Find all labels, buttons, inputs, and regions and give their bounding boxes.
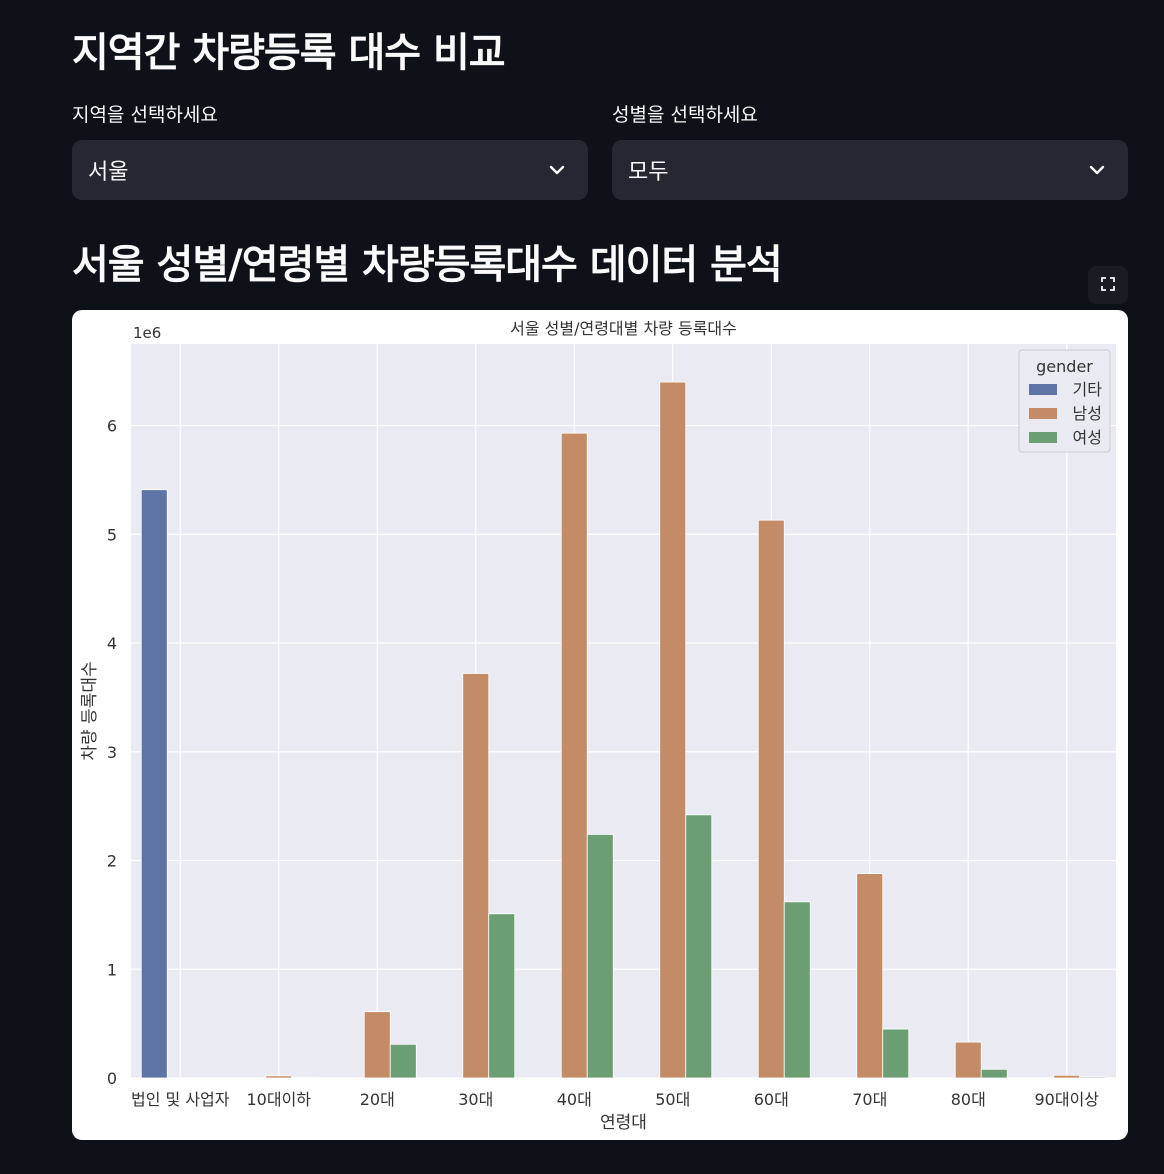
legend-title: gender xyxy=(1036,357,1093,376)
bar-여성 xyxy=(586,834,614,1079)
bar-여성 xyxy=(783,901,811,1079)
y-tick-label: 5 xyxy=(107,525,117,544)
legend-swatch xyxy=(1029,384,1057,395)
bar-여성 xyxy=(685,814,713,1079)
bar-여성 xyxy=(882,1028,910,1079)
bar-남성 xyxy=(954,1041,982,1079)
x-tick-label: 10대이하 xyxy=(246,1090,311,1109)
x-tick-label: 90대이상 xyxy=(1034,1090,1099,1109)
chart-card: 0 1 2 3 4 5 6 법인 및 사업자 10대이하 20대 30대 40대 50대 60대 70대 80… xyxy=(72,310,1128,1140)
region-select-value: 서울 xyxy=(88,160,129,185)
bar-여성 xyxy=(980,1068,1008,1079)
x-tick-label: 50대 xyxy=(655,1090,690,1109)
gender-select-value: 모두 xyxy=(628,160,669,185)
fullscreen-icon xyxy=(1101,276,1115,295)
bar-여성 xyxy=(389,1043,417,1079)
y-tick-label: 1 xyxy=(107,960,117,979)
y-tick-label: 0 xyxy=(107,1069,117,1088)
bar-여성 xyxy=(1079,1076,1107,1079)
bar-남성 xyxy=(659,381,687,1079)
y-tick-label: 4 xyxy=(107,634,117,653)
bar-여성 xyxy=(291,1076,319,1079)
region-select[interactable]: 서울 xyxy=(72,140,588,200)
gender-select-group: 성별을 선택하세요 모두 xyxy=(612,100,1128,200)
plot-area xyxy=(131,344,1116,1078)
legend-label: 여성 xyxy=(1073,428,1102,447)
bar-남성 xyxy=(1053,1074,1081,1079)
chevron-down-icon xyxy=(1088,161,1106,179)
chevron-down-icon xyxy=(548,161,566,179)
section-title: 서울 성별/연령별 차량등록대수 데이터 분석 xyxy=(72,242,783,288)
bar-남성 xyxy=(363,1011,391,1079)
x-tick-label: 70대 xyxy=(852,1090,887,1109)
gender-select-label: 성별을 선택하세요 xyxy=(612,104,758,126)
x-tick-label: 40대 xyxy=(557,1090,592,1109)
bar-남성 xyxy=(757,519,785,1079)
x-tick-label: 20대 xyxy=(360,1090,395,1109)
x-axis-label: 연령대 xyxy=(600,1113,647,1133)
y-axis-label: 차량 등록대수 xyxy=(80,661,100,760)
page-title: 지역간 차량등록 대수 비교 xyxy=(72,30,506,76)
bar-남성 xyxy=(462,673,490,1079)
x-tick-label: 법인 및 사업자 xyxy=(131,1090,230,1109)
x-tick-label: 60대 xyxy=(754,1090,789,1109)
gender-select[interactable]: 모두 xyxy=(612,140,1128,200)
y-tick-label: 6 xyxy=(107,417,117,436)
y-multiplier-label: 1e6 xyxy=(133,324,161,342)
bar-남성 xyxy=(560,432,588,1079)
legend-swatch xyxy=(1029,432,1057,443)
region-select-group: 지역을 선택하세요 서울 xyxy=(72,100,588,200)
x-tick-label: 80대 xyxy=(951,1090,986,1109)
fullscreen-button[interactable] xyxy=(1088,266,1128,304)
legend-label: 남성 xyxy=(1073,404,1102,423)
bar-chart: 0 1 2 3 4 5 6 법인 및 사업자 10대이하 20대 30대 40대 50대 60대 70대 80… xyxy=(80,319,1116,1133)
bar-남성 xyxy=(856,873,884,1079)
region-select-label: 지역을 선택하세요 xyxy=(72,104,218,126)
y-tick-label: 3 xyxy=(107,743,117,762)
chart-title: 서울 성별/연령대별 차량 등록대수 xyxy=(510,319,737,338)
bar-남성 xyxy=(265,1075,293,1079)
x-tick-label: 30대 xyxy=(458,1090,493,1109)
bar-여성 xyxy=(488,913,516,1079)
y-tick-label: 2 xyxy=(107,852,117,871)
legend-box xyxy=(1018,349,1111,453)
bar-기타 xyxy=(140,489,168,1079)
legend-label: 기타 xyxy=(1073,380,1103,399)
legend-swatch xyxy=(1029,408,1057,419)
